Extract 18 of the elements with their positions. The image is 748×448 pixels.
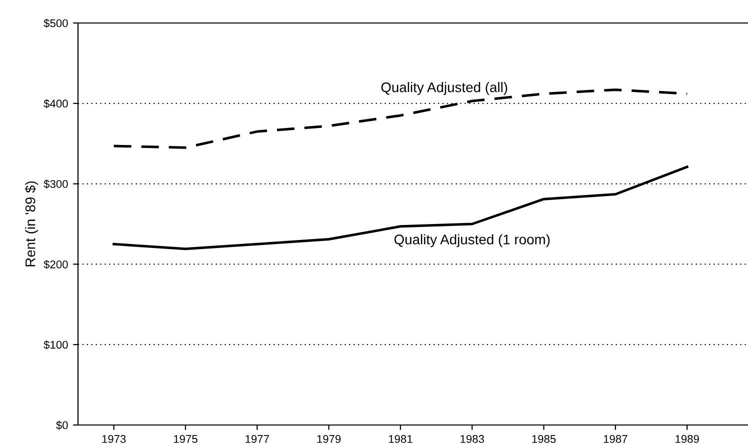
x-tick-label: 1979	[317, 435, 341, 443]
x-tick-label: 1977	[246, 435, 269, 443]
y-tick-label: $300	[44, 180, 68, 189]
y-tick-label: $500	[44, 18, 68, 28]
x-tick-label: 1973	[102, 435, 126, 443]
y-tick-label: $200	[44, 260, 68, 269]
x-tick-label: 1987	[604, 435, 628, 443]
y-axis-title: Rent (in '89 $)	[24, 181, 38, 266]
annotation: Quality Adjusted (all)	[381, 82, 508, 95]
x-tick-label: 1975	[174, 435, 198, 443]
x-tick-label: 1985	[532, 435, 556, 443]
annotation: Quality Adjusted (1 room)	[394, 234, 550, 248]
y-tick-label: $400	[44, 99, 68, 108]
y-tick-label: $100	[44, 340, 68, 350]
x-tick-label: 1983	[460, 435, 484, 443]
x-tick-label: 1981	[388, 435, 412, 443]
y-tick-label: $0	[56, 420, 68, 430]
x-tick-label: 1989	[676, 435, 699, 443]
